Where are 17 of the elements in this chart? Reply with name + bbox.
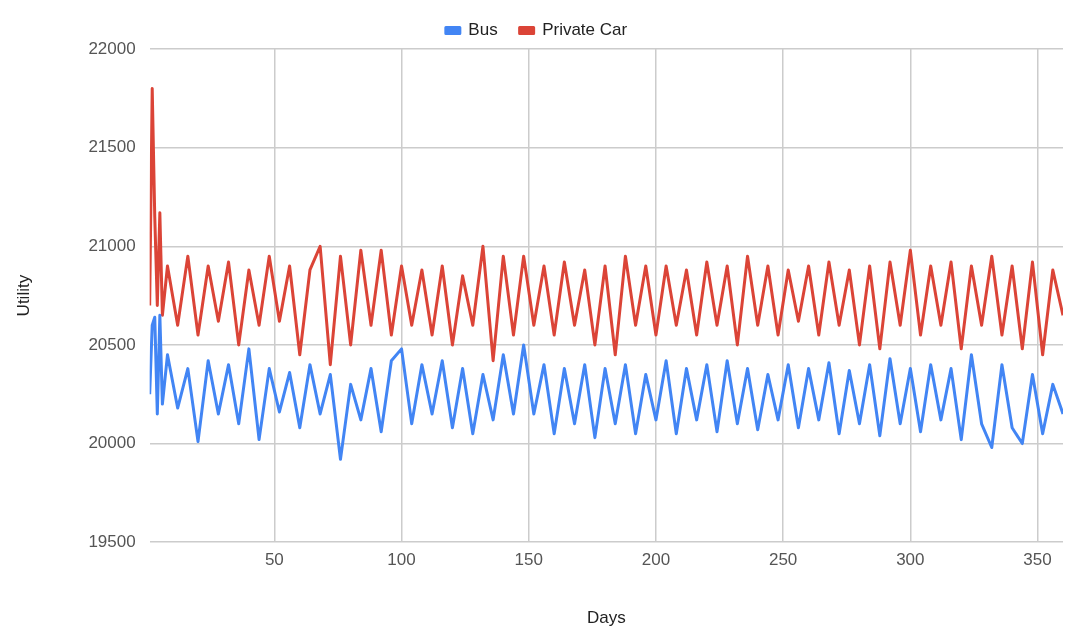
y-tick-label: 20000 [88, 433, 136, 453]
y-tick-label: 20500 [88, 334, 136, 354]
x-tick-label: 350 [1023, 550, 1052, 570]
x-axis-title: Days [586, 608, 626, 628]
legend-label: Private Car [542, 20, 628, 40]
legend-label: Bus [468, 20, 498, 40]
y-tick-label: 19500 [88, 531, 136, 551]
y-tick-label: 21000 [88, 235, 136, 255]
y-tick-label: 21500 [88, 137, 136, 157]
x-tick-label: 200 [641, 550, 671, 570]
y-axis-title: Utility [13, 274, 33, 317]
y-tick-label: 22000 [88, 38, 136, 58]
x-tick-label: 300 [896, 550, 925, 570]
x-tick-label: 50 [264, 550, 284, 570]
x-tick-label: 250 [768, 550, 798, 570]
x-tick-label: 150 [514, 550, 543, 570]
x-tick-label: 100 [387, 550, 416, 570]
